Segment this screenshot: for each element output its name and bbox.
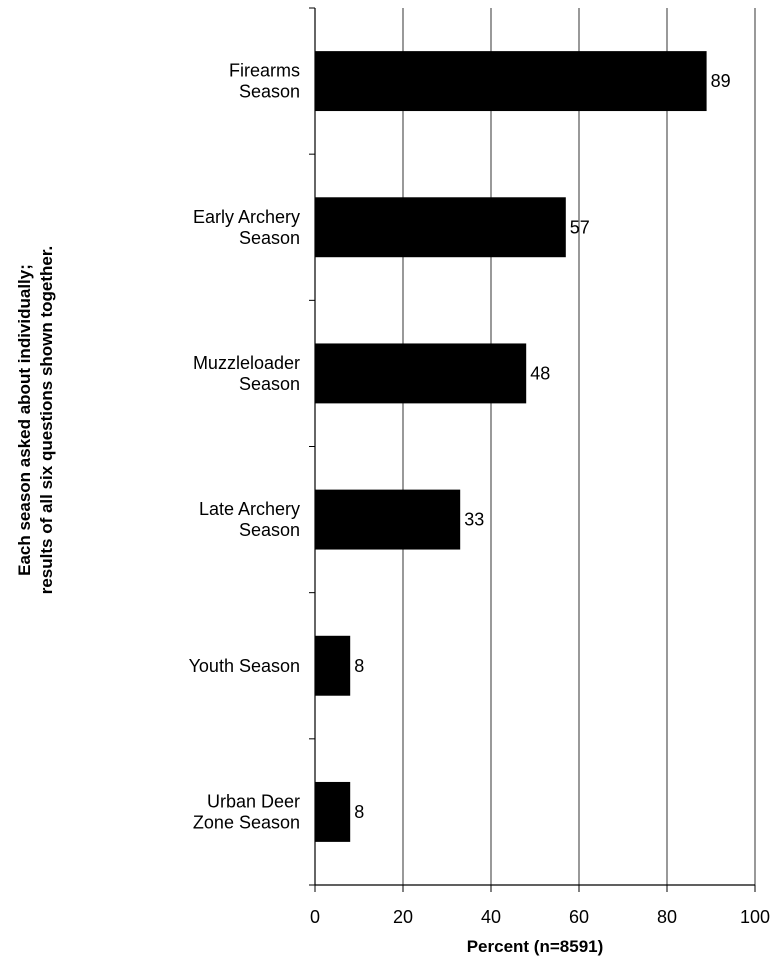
bar (315, 51, 707, 112)
x-tick-label: 40 (481, 907, 501, 927)
category-label: Firearms Season (229, 61, 300, 102)
axes (309, 7, 756, 892)
bar (315, 635, 351, 696)
x-tick-label: 20 (393, 907, 413, 927)
gridlines (402, 8, 756, 885)
data-label: 57 (570, 217, 590, 237)
x-tick-label: 80 (657, 907, 677, 927)
bar (315, 781, 351, 842)
data-label: 33 (464, 510, 484, 530)
labels: 0 20 40 60 80 100 89 Firearms Season 57 Early Arch… (189, 61, 770, 927)
data-label: 8 (354, 656, 364, 676)
x-tick-label: 60 (569, 907, 589, 927)
category-label: Urban Deer Zone Season (193, 791, 300, 832)
bar (315, 197, 566, 258)
category-label: Muzzleloader Season (193, 353, 300, 394)
x-tick-label: 100 (740, 907, 770, 927)
y-axis-title-text: Each season asked about individually; res… (15, 246, 56, 595)
x-tick-label: 0 (310, 907, 320, 927)
bar (315, 489, 461, 550)
bars (315, 51, 707, 842)
bar (315, 343, 527, 404)
category-label: Late Archery Season (199, 499, 300, 540)
data-label: 48 (530, 363, 550, 383)
data-label: 8 (354, 802, 364, 822)
x-axis-title: Percent (n=8591) (467, 937, 604, 956)
category-label: Early Archery Season (193, 207, 300, 248)
category-label: Youth Season (189, 656, 300, 676)
data-label: 89 (711, 71, 731, 91)
y-axis-title: Each season asked about individually; res… (15, 246, 56, 595)
